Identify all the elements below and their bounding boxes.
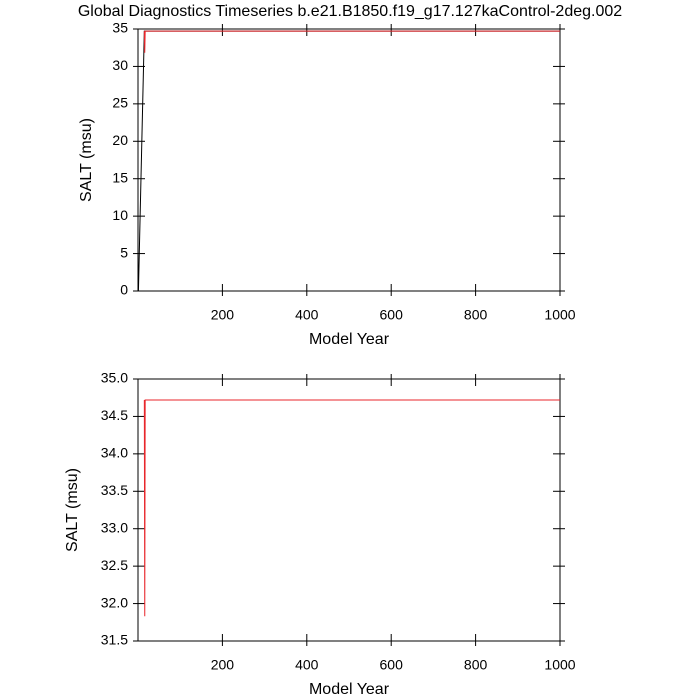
x-tick-label: 200 — [211, 657, 235, 673]
y-tick-label: 25 — [112, 95, 128, 111]
y-tick-label: 35 — [112, 20, 128, 36]
x-tick-label: 400 — [295, 657, 319, 673]
series-line — [143, 399, 560, 617]
y-tick-label: 33.5 — [101, 482, 128, 498]
plot-frame — [137, 28, 561, 292]
y-tick-label: 20 — [112, 132, 128, 148]
y-tick-label: 15 — [112, 169, 128, 185]
x-tick-label: 1000 — [544, 657, 575, 673]
y-tick-label: 32.0 — [101, 594, 128, 610]
y-axis-label: SALT (msu) — [64, 468, 81, 552]
y-tick-label: 33.0 — [101, 519, 128, 535]
x-tick-label: 600 — [380, 657, 404, 673]
x-tick-label: 400 — [295, 307, 319, 323]
x-axis-label: Model Year — [309, 681, 390, 698]
y-tick-label: 34.0 — [101, 445, 128, 461]
y-tick-label: 30 — [112, 57, 128, 73]
plot-frame — [137, 378, 561, 642]
y-tick-label: 32.5 — [101, 557, 128, 573]
y-tick-label: 34.5 — [101, 407, 128, 423]
x-tick-label: 1000 — [544, 307, 575, 323]
y-tick-label: 31.5 — [101, 632, 128, 648]
series-line — [143, 30, 560, 53]
y-tick-label: 5 — [120, 244, 128, 260]
x-tick-label: 800 — [464, 657, 488, 673]
x-tick-label: 800 — [464, 307, 488, 323]
y-axis-label: SALT (msu) — [78, 118, 95, 202]
x-axis-label: Model Year — [309, 331, 390, 348]
series-line — [137, 30, 560, 292]
y-tick-label: 35.0 — [101, 370, 128, 386]
figure-title: Global Diagnostics Timeseries b.e21.B185… — [78, 3, 622, 20]
x-tick-label: 600 — [380, 307, 404, 323]
y-tick-label: 10 — [112, 207, 128, 223]
x-tick-label: 200 — [211, 307, 235, 323]
y-tick-label: 0 — [120, 282, 128, 298]
